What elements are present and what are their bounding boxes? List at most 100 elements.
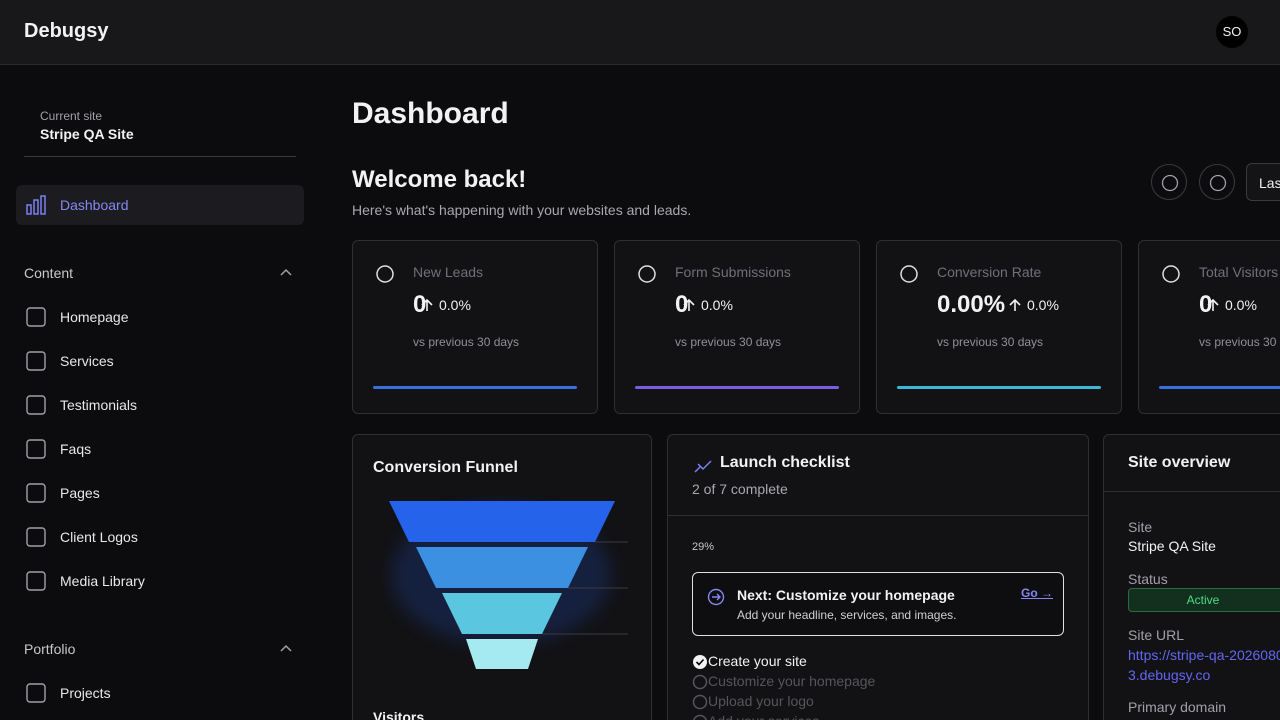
checklist-item[interactable]: Add your services <box>708 713 819 720</box>
nav-icon <box>26 683 46 703</box>
card-title: Conversion Funnel <box>373 459 518 476</box>
next-step[interactable]: Next: Customize your homepage Add your he… <box>692 572 1064 636</box>
check <box>692 694 708 710</box>
checklist-card: Launch checklist 2 of 7 complete 29% Next: … <box>667 434 1089 720</box>
funnel-footer: Visitors <box>373 709 425 720</box>
nav-icon <box>26 527 46 547</box>
arrow-up <box>683 298 695 311</box>
nav-icon <box>26 395 46 415</box>
icon-button[interactable] <box>1151 164 1187 200</box>
top-bar: Debugsy SO <box>0 0 1280 65</box>
arrow-up <box>421 298 433 311</box>
field-label: Site URL <box>1128 627 1185 643</box>
page-title: Dashboard <box>352 97 509 130</box>
nav-section[interactable]: Content <box>24 265 74 281</box>
rocket <box>694 460 712 473</box>
funnel <box>389 501 628 669</box>
next-link[interactable]: Go → <box>1021 586 1053 600</box>
stat-card: Form Submissions 0 0.0% vs previous 30 days <box>614 240 860 414</box>
field-value: Stripe QA Site <box>1128 538 1216 554</box>
stat-bar <box>373 386 577 389</box>
field-label: Site <box>1128 519 1153 535</box>
nav-active[interactable]: Dashboard <box>16 185 304 225</box>
stat-change: 0.0% <box>701 297 733 313</box>
nav-item[interactable]: Testimonials <box>60 397 138 413</box>
stat-note: vs previous 30 days <box>937 335 1044 349</box>
card-title: Launch checklist <box>720 454 850 471</box>
divider <box>1104 491 1280 492</box>
stat-value: 0 <box>675 291 689 318</box>
nav-icon <box>26 439 46 459</box>
check <box>693 655 707 669</box>
nav-label: Dashboard <box>60 197 129 213</box>
stat-note: vs previous 30 days <box>413 335 520 349</box>
stat-label: Form Submissions <box>675 264 791 280</box>
icon-button[interactable] <box>1199 164 1235 200</box>
nav-item[interactable]: Faqs <box>60 441 92 457</box>
nav-item[interactable]: Homepage <box>60 309 129 325</box>
stat-change: 0.0% <box>1225 297 1257 313</box>
card-title: Site overview <box>1128 454 1231 471</box>
stat-change: 0.0% <box>1027 297 1059 313</box>
welcome: Welcome back! <box>352 166 527 193</box>
icon <box>1161 174 1179 192</box>
stat-icon <box>376 265 394 283</box>
overview-card: Site overview Site Stripe QA Site Status Act… <box>1103 434 1280 720</box>
stat-card: Total Visitors 0 0.0% vs previous 30 days <box>1138 240 1280 414</box>
checklist-item[interactable]: Upload your logo <box>708 693 814 709</box>
next-desc: Add your headline, services, and images. <box>737 608 957 622</box>
stat-label: New Leads <box>413 264 484 280</box>
nav-item[interactable]: Services <box>60 353 114 369</box>
checklist-item[interactable]: Create your site <box>708 653 807 669</box>
next-title: Next: Customize your homepage <box>737 587 955 603</box>
status-badge: Active <box>1128 588 1280 612</box>
nav-section[interactable]: Portfolio <box>24 641 76 657</box>
next-icon <box>707 588 725 606</box>
range-label: Las <box>1259 175 1280 191</box>
stat-icon <box>900 265 918 283</box>
site-name[interactable]: Stripe QA Site <box>40 126 134 142</box>
arrow-up <box>1207 298 1219 311</box>
stat-bar <box>635 386 839 389</box>
stat-value: 0 <box>1199 291 1213 318</box>
stat-bar <box>897 386 1101 389</box>
percent: 29% <box>692 541 715 553</box>
progress-text: 2 of 7 complete <box>692 481 788 497</box>
funnel-card: Conversion Funnel Visitors <box>352 434 652 720</box>
chevron <box>280 644 292 652</box>
stat-label: Conversion Rate <box>937 264 1042 280</box>
field-label: Status <box>1128 571 1168 587</box>
nav-icon <box>26 483 46 503</box>
nav-item[interactable]: Pages <box>60 485 100 501</box>
chevron <box>280 268 292 276</box>
nav-icon <box>26 307 46 327</box>
stat-value: 0.00% <box>937 291 1006 318</box>
stat-note: vs previous 30 days <box>1199 335 1280 349</box>
icon <box>1209 174 1227 192</box>
stat-bar <box>1159 386 1280 389</box>
stat-card: Conversion Rate 0.00% 0.0% vs previous 30 d… <box>876 240 1122 414</box>
brand: Debugsy <box>24 20 109 42</box>
nav-icon <box>26 195 46 215</box>
nav-item[interactable]: Projects <box>60 685 111 701</box>
range-button[interactable]: Las <box>1246 163 1280 201</box>
check <box>692 674 708 690</box>
site-url[interactable]: https://stripe-qa-20260803.debugsy.co <box>1128 647 1280 683</box>
site-label: Current site <box>40 109 103 123</box>
arrow-up <box>1009 298 1021 311</box>
subtitle: Here's what's happening with your websit… <box>352 202 692 218</box>
nav-icon <box>26 571 46 591</box>
stat-value: 0 <box>413 291 427 318</box>
stat-note: vs previous 30 days <box>675 335 782 349</box>
nav-icon <box>26 351 46 371</box>
check <box>693 714 707 720</box>
nav-item[interactable]: Media Library <box>60 573 145 589</box>
checklist-item[interactable]: Customize your homepage <box>708 673 876 689</box>
nav-item[interactable]: Client Logos <box>60 529 138 545</box>
stat-icon <box>1162 265 1180 283</box>
stat-label: Total Visitors <box>1199 264 1279 280</box>
avatar[interactable]: SO <box>1216 16 1248 48</box>
divider <box>24 156 296 157</box>
divider <box>668 515 1088 516</box>
